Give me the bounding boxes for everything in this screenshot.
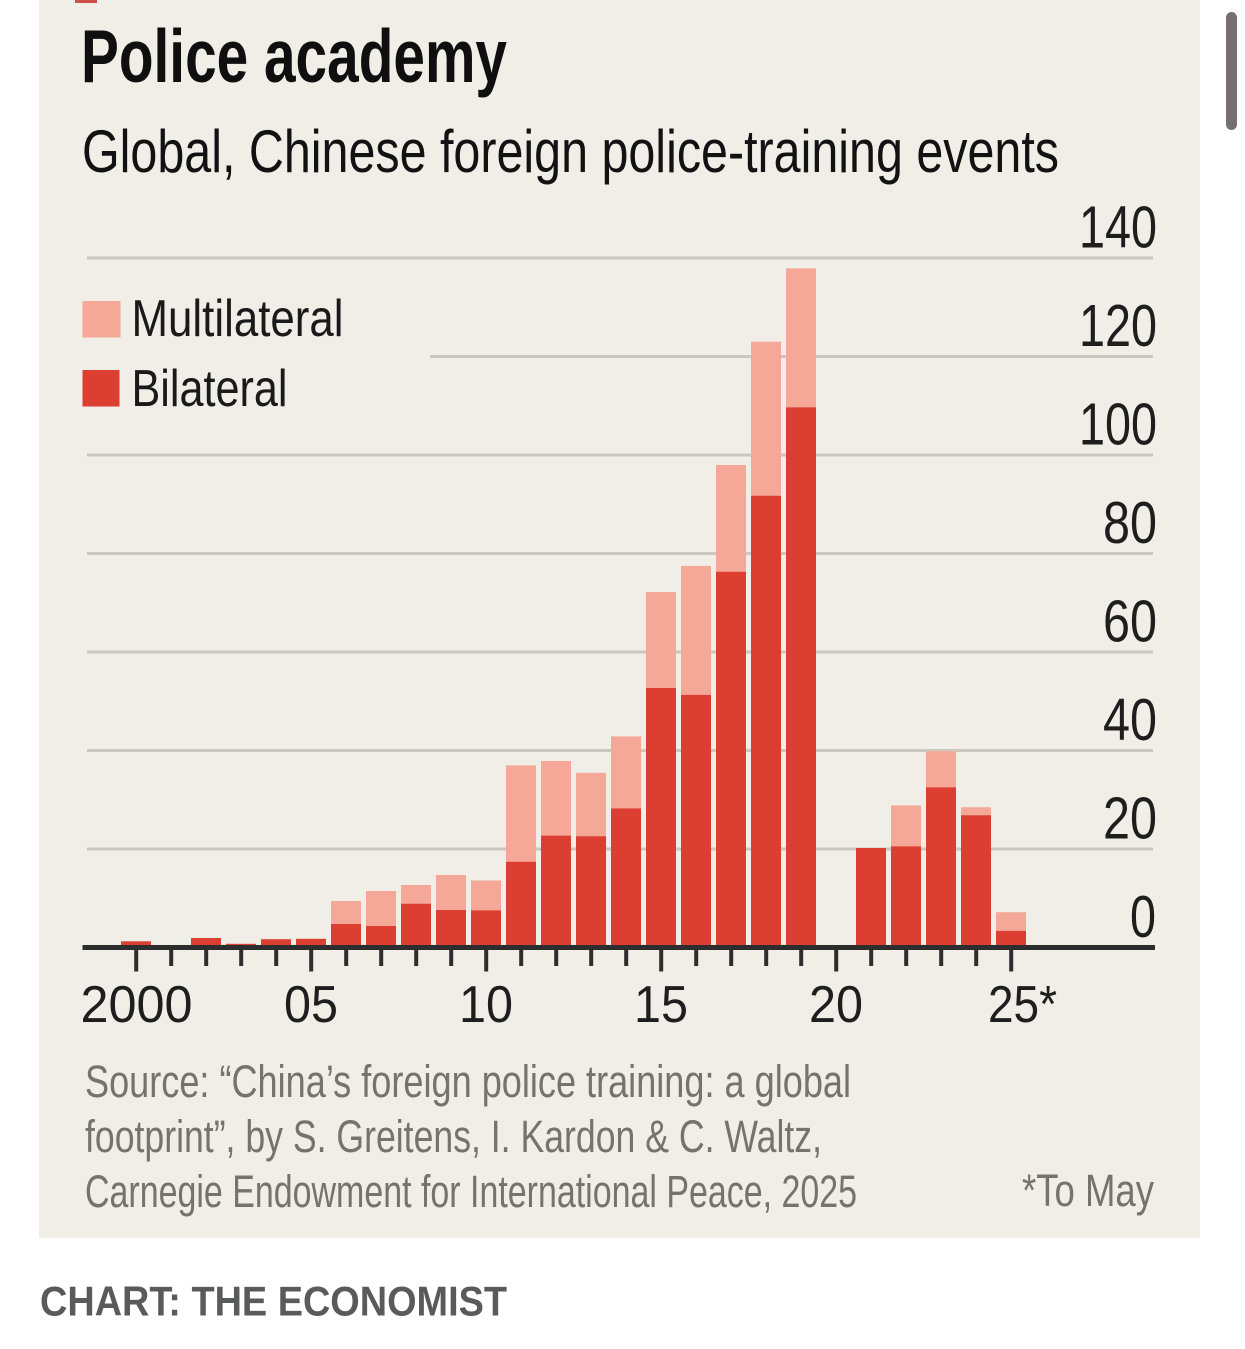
svg-text:CHART: THE ECONOMIST: CHART: THE ECONOMIST bbox=[40, 1278, 507, 1325]
svg-text:40: 40 bbox=[1103, 687, 1157, 753]
svg-text:140: 140 bbox=[1079, 195, 1157, 261]
svg-text:80: 80 bbox=[1103, 490, 1157, 556]
svg-text:Global, Chinese foreign police: Global, Chinese foreign police-training … bbox=[82, 118, 1059, 185]
svg-text:Bilateral: Bilateral bbox=[132, 360, 288, 418]
svg-text:25*: 25* bbox=[988, 976, 1057, 1034]
svg-text:*To May: *To May bbox=[1022, 1165, 1154, 1216]
svg-text:15: 15 bbox=[634, 976, 688, 1034]
svg-text:Source: “China’s foreign polic: Source: “China’s foreign police training… bbox=[85, 1056, 851, 1107]
svg-text:Police academy: Police academy bbox=[81, 14, 507, 98]
svg-text:60: 60 bbox=[1103, 589, 1157, 655]
svg-text:0: 0 bbox=[1130, 884, 1156, 950]
svg-text:100: 100 bbox=[1079, 392, 1157, 458]
svg-text:120: 120 bbox=[1079, 293, 1157, 359]
svg-text:Multilateral: Multilateral bbox=[132, 290, 344, 348]
svg-text:20: 20 bbox=[809, 976, 863, 1034]
svg-text:20: 20 bbox=[1103, 786, 1157, 852]
svg-text:Carnegie Endowment for Interna: Carnegie Endowment for International Pea… bbox=[85, 1166, 857, 1217]
svg-text:footprint”, by S. Greitens, I.: footprint”, by S. Greitens, I. Kardon & … bbox=[85, 1111, 822, 1162]
svg-text:2000: 2000 bbox=[81, 976, 193, 1034]
svg-text:10: 10 bbox=[459, 976, 513, 1034]
svg-text:05: 05 bbox=[284, 976, 338, 1034]
